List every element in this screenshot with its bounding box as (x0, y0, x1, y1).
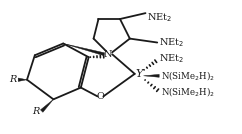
Text: N: N (104, 50, 113, 59)
Polygon shape (18, 78, 27, 81)
Text: R: R (9, 75, 16, 84)
Polygon shape (63, 44, 105, 56)
Text: Y: Y (136, 69, 143, 79)
Polygon shape (40, 99, 53, 112)
Text: NEt$_2$: NEt$_2$ (159, 52, 184, 65)
Text: N(SiMe$_2$H)$_2$: N(SiMe$_2$H)$_2$ (161, 69, 215, 82)
Text: NEt$_2$: NEt$_2$ (147, 11, 173, 24)
Polygon shape (144, 74, 159, 77)
Text: R: R (32, 107, 40, 116)
Text: O: O (97, 92, 104, 101)
Text: NEt$_2$: NEt$_2$ (159, 36, 184, 49)
Text: N(SiMe$_2$H)$_2$: N(SiMe$_2$H)$_2$ (161, 85, 215, 98)
